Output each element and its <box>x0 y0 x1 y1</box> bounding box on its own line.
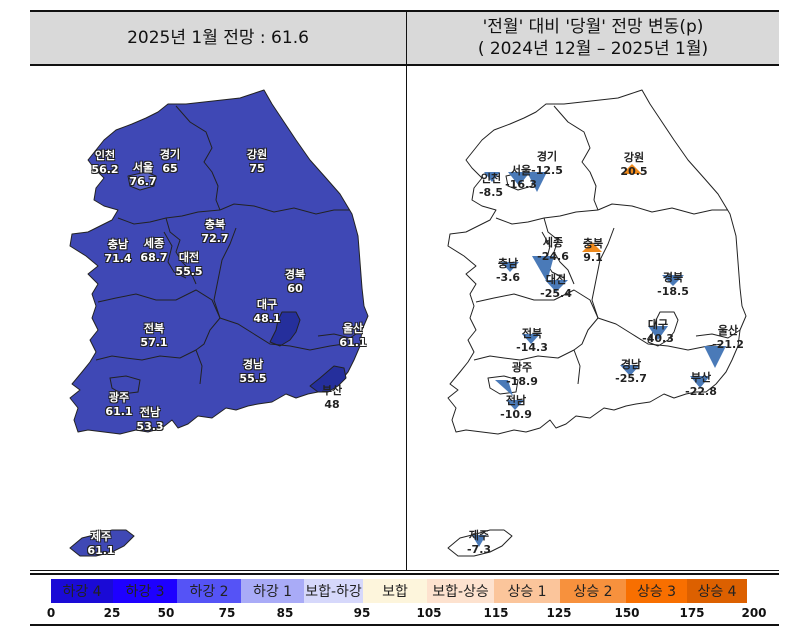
tick: 50 <box>157 606 175 620</box>
tick: 25 <box>103 606 121 620</box>
legend-item: 상승 3 <box>626 579 687 603</box>
right-title-line2: ( 2024년 12월 – 2025년 1월) <box>477 39 709 59</box>
legend-bottom-border <box>30 624 779 626</box>
left-header: 2025년 1월 전망 : 61.6 <box>30 10 406 66</box>
legend-item: 하강 2 <box>177 579 241 603</box>
tick: 200 <box>741 606 767 620</box>
legend-item: 하강 3 <box>113 579 177 603</box>
legend-item: 보합 <box>363 579 427 603</box>
right-header: '전월' 대비 '당월' 전망 변동(p) ( 2024년 12월 – 2025… <box>407 10 779 66</box>
right-title-line1: '전월' 대비 '당월' 전망 변동(p) <box>482 17 704 37</box>
tick: 115 <box>483 606 509 620</box>
tick: 85 <box>276 606 294 620</box>
legend-item: 하강 4 <box>51 579 113 603</box>
legend-item: 상승 4 <box>687 579 747 603</box>
tick: 150 <box>614 606 640 620</box>
tick: 0 <box>46 606 56 620</box>
legend-item: 보합-하강 <box>304 579 363 603</box>
tick: 95 <box>353 606 371 620</box>
left-title: 2025년 1월 전망 : 61.6 <box>127 28 309 48</box>
legend-item: 상승 2 <box>560 579 626 603</box>
tick: 125 <box>546 606 572 620</box>
tick: 75 <box>218 606 236 620</box>
legend-top-border <box>30 573 779 575</box>
legend-item: 보합-상승 <box>427 579 494 603</box>
legend-ticks: 0 25 50 75 85 95 105 115 125 150 175 200 <box>0 606 796 622</box>
outlook-table: 2025년 1월 전망 : 61.6 '전월' 대비 '당월' 전망 변동(p)… <box>30 10 779 571</box>
tick: 175 <box>679 606 705 620</box>
legend-item: 하강 1 <box>241 579 304 603</box>
table-bottom-border <box>30 570 779 571</box>
column-divider <box>406 10 407 571</box>
legend-item: 상승 1 <box>494 579 560 603</box>
tick: 105 <box>416 606 442 620</box>
legend-bar: 하강 4 하강 3 하강 2 하강 1 보합-하강 보합 보합-상승 상승 1 … <box>51 579 747 603</box>
